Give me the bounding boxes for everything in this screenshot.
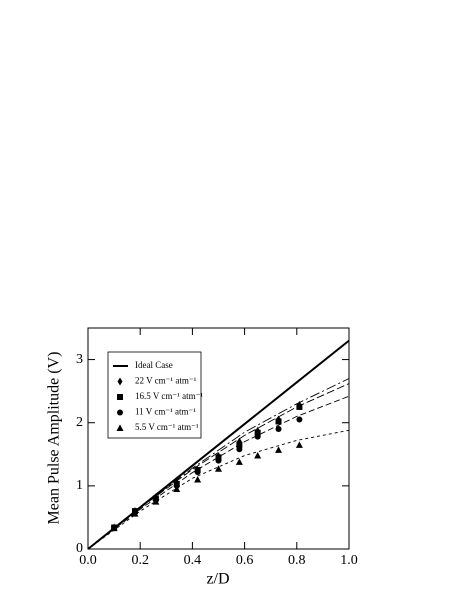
data-point <box>296 403 303 410</box>
x-tick-label: 0.0 <box>79 553 97 568</box>
legend-marker <box>117 394 123 400</box>
data-point <box>236 446 243 453</box>
data-point <box>194 468 201 475</box>
data-point <box>152 498 160 505</box>
data-point <box>131 510 139 517</box>
y-axis-label: Mean Pulse Amplitude (V) <box>46 352 63 525</box>
legend-label: 5.5 V cm⁻¹ atm⁻¹ <box>135 422 199 432</box>
data-point <box>275 418 282 425</box>
legend-marker <box>116 424 124 431</box>
x-tick-label: 0.2 <box>131 553 149 568</box>
legend-marker <box>117 377 123 386</box>
y-tick-label: 2 <box>76 415 83 430</box>
legend-label: 11 V cm⁻¹ atm⁻¹ <box>135 407 196 417</box>
legend-label: Ideal Case <box>135 360 173 370</box>
x-tick-label: 0.4 <box>184 553 202 568</box>
fit-line <box>87 429 350 550</box>
x-axis-label: z/D <box>206 571 229 588</box>
data-point <box>296 416 303 423</box>
data-point <box>173 485 181 493</box>
x-tick-label: 0.8 <box>288 553 306 568</box>
legend-label: 22 V cm⁻¹ atm⁻¹ <box>135 376 197 386</box>
data-point <box>254 433 261 440</box>
data-point <box>215 457 222 464</box>
data-point <box>194 476 202 483</box>
fit-line <box>87 395 350 550</box>
data-point <box>236 441 243 448</box>
data-point <box>235 458 243 465</box>
plot-frame <box>87 327 350 550</box>
legend-label: 16.5 V cm⁻¹ atm⁻¹ <box>135 391 203 401</box>
y-tick-label: 1 <box>76 478 83 493</box>
y-tick-label: 3 <box>76 352 83 367</box>
x-tick-label: 0.6 <box>236 553 254 568</box>
data-point <box>254 429 261 436</box>
data-point <box>275 446 283 453</box>
legend-marker <box>117 409 123 416</box>
x-tick-label: 1.0 <box>340 553 358 568</box>
y-tick-label: 0 <box>76 541 83 556</box>
data-point <box>215 465 222 472</box>
data-point <box>215 454 222 461</box>
data-point <box>254 452 262 459</box>
data-point <box>275 426 282 433</box>
ideal-line <box>87 339 350 550</box>
data-point <box>110 524 118 532</box>
data-point <box>295 441 303 448</box>
